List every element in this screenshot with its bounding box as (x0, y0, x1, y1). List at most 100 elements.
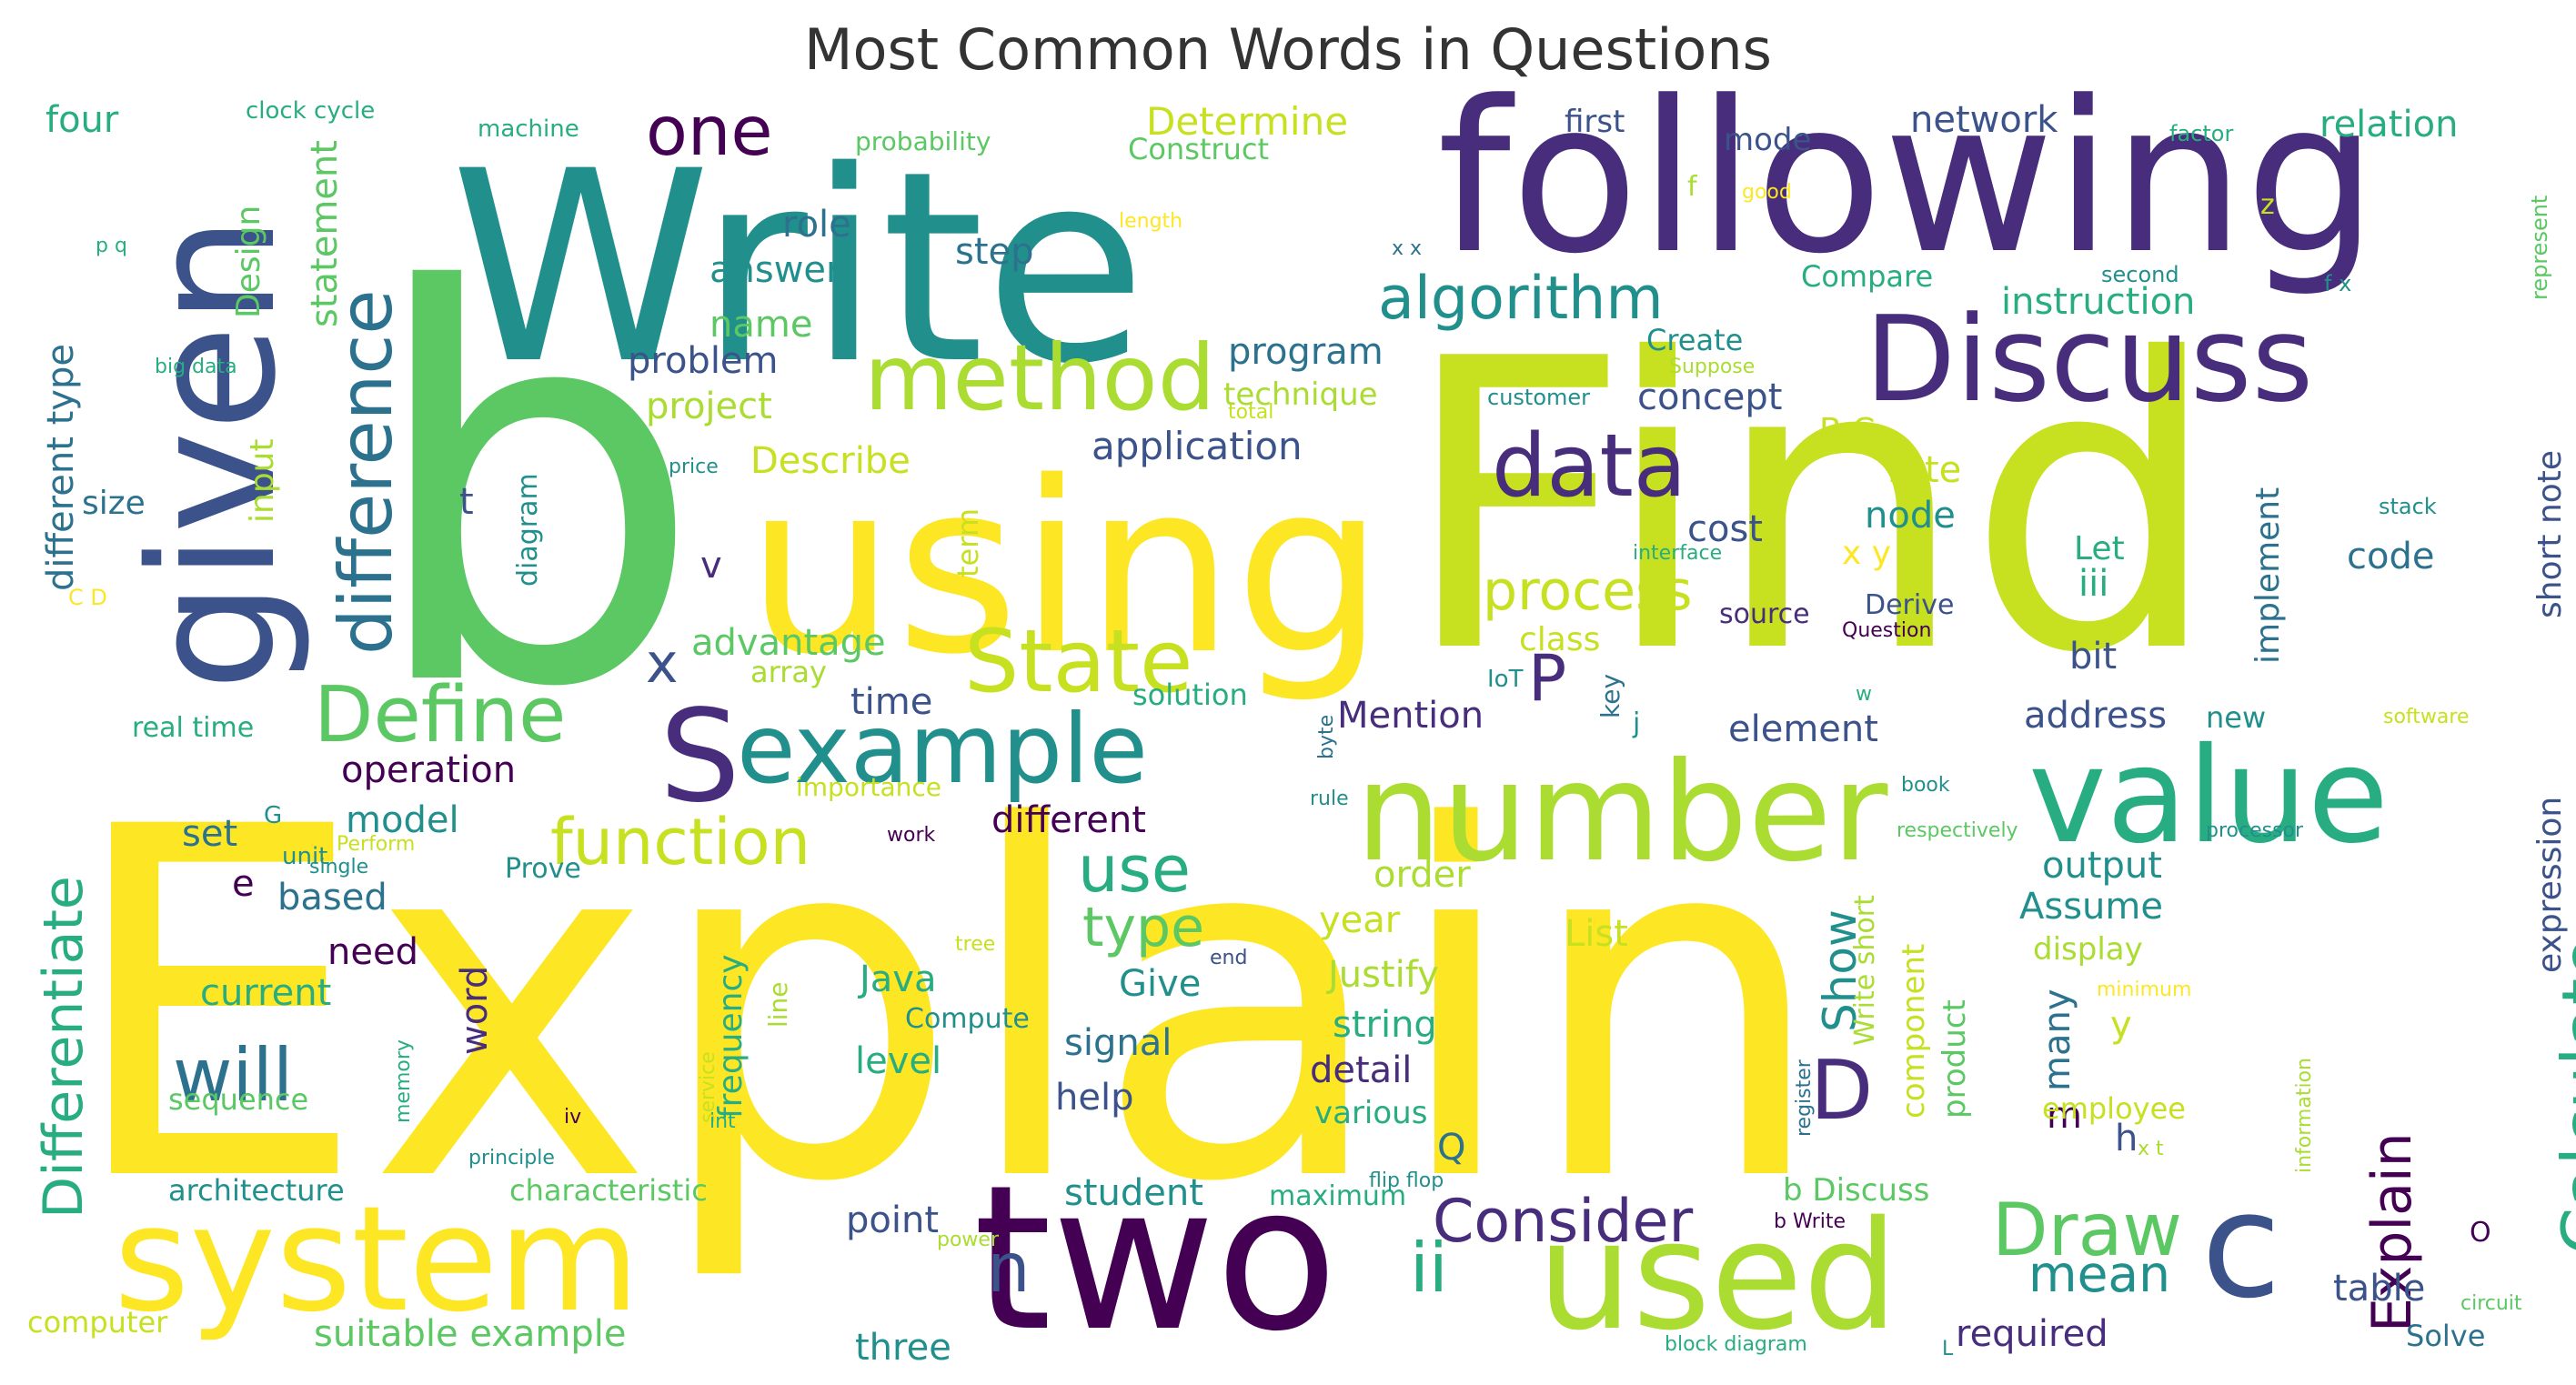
word-using-3: using (746, 432, 1384, 707)
word-explain-1: Explain (64, 726, 1828, 1287)
word-component-139: component (1896, 944, 1932, 1119)
word-register-186: register (1793, 1059, 1816, 1137)
word-employee-138: employee (2042, 1091, 2186, 1126)
word-draw-25: Draw (1992, 1188, 2182, 1272)
word-create-116: Create (1646, 323, 1743, 357)
word-w-198: w (1856, 683, 1872, 706)
word-give-83: Give (1119, 963, 1201, 1005)
word-principle-188: principle (468, 1147, 555, 1169)
word-example-15: example (737, 694, 1148, 805)
word-computer-136: computer (27, 1305, 168, 1340)
word-memory-183: memory (392, 1039, 415, 1123)
word-network-47: network (1910, 99, 2058, 141)
word-relation-48: relation (2319, 104, 2458, 146)
word-c-d-156: C D (68, 585, 107, 610)
word-difference-18: difference (324, 289, 408, 655)
word-prove-130: Prove (505, 853, 581, 885)
word-class-119: class (1519, 621, 1600, 658)
word-power-189: power (937, 1229, 1000, 1251)
word-b-c-107: B C (1819, 412, 1875, 449)
word-advantage-44: advantage (691, 622, 886, 664)
word-list-84: List (1565, 913, 1628, 955)
word-method-16: method (864, 325, 1215, 431)
word-signal-72: signal (1064, 1022, 1172, 1064)
word-point-77: point (846, 1199, 939, 1241)
word-processor-175: processor (2206, 819, 2304, 842)
word-p-q-194: p q (96, 235, 127, 257)
word-j-150: j (1632, 708, 1640, 739)
word-n-31: n (987, 1228, 1031, 1308)
chart-title: Most Common Words in Questions (804, 16, 1772, 83)
word-level-87: level (855, 1040, 941, 1082)
word-detail-74: detail (1310, 1049, 1412, 1091)
word-answer-63: answer (709, 249, 841, 291)
word-book-173: book (1901, 774, 1950, 797)
word-year-85: year (1319, 899, 1401, 941)
word-machine-127: machine (478, 115, 579, 143)
word-display-137: display (2033, 931, 2143, 968)
word-string-71: string (1333, 1004, 1437, 1046)
word-expression-50: expression (2531, 797, 2569, 973)
word-function-24: function (550, 805, 810, 879)
word-three-76: three (855, 1327, 951, 1369)
word-single-177: single (309, 856, 368, 878)
word-step-91: step (955, 231, 1034, 273)
word-compute-145: Compute (905, 1003, 1030, 1035)
word-work-176: work (887, 824, 935, 847)
word-solution-123: solution (1132, 677, 1248, 712)
word-ii-32: ii (1410, 1228, 1448, 1308)
word-write-short-141: Write short (1849, 895, 1881, 1046)
word-f-154: f (1687, 171, 1698, 203)
word-b-discuss-142: b Discuss (1783, 1172, 1929, 1209)
word-z-155: z (2260, 189, 2275, 221)
word-derive-121: Derive (1865, 589, 1954, 621)
word-key-148: key (1595, 674, 1625, 718)
word-represent-162: represent (2527, 196, 2552, 300)
word-respectively-174: respectively (1897, 819, 2018, 842)
word-f-x-161: f x (2324, 271, 2351, 296)
word-role-90: role (782, 204, 851, 246)
word-application-41: application (1092, 424, 1303, 468)
word-code-79: code (2347, 536, 2434, 577)
word-customer-163: customer (1487, 385, 1590, 410)
word-importance-146: importance (796, 772, 941, 802)
word-mode-118: mode (1724, 122, 1811, 158)
word-solve-143: Solve (2406, 1319, 2485, 1353)
word-model-55: model (346, 799, 459, 841)
word-probability-128: probability (855, 126, 991, 156)
word-c-13: c (2201, 1160, 2281, 1330)
word-byte-171: byte (1315, 715, 1338, 759)
word-assume-68: Assume (2019, 886, 2163, 928)
word-will-21: will (173, 1033, 293, 1118)
word-s-14: S (659, 683, 740, 831)
word-project-61: project (646, 386, 772, 427)
word-array-122: array (750, 655, 827, 689)
word-discuss-11: Discuss (1865, 290, 2313, 428)
word-number-9: number (1355, 734, 1888, 892)
word-address-65: address (2024, 695, 2167, 737)
word-t-111: t (459, 481, 474, 523)
word-differentiate-33: Differentiate (32, 876, 96, 1219)
word-mean-37: mean (2028, 1245, 2170, 1303)
word-question-169: Question (1842, 619, 1931, 642)
word-need-99: need (327, 931, 418, 973)
word-term-124: term (951, 508, 985, 577)
word-new-144: new (2206, 700, 2266, 735)
word-short-note-51: short note (2531, 450, 2569, 618)
word-program-62: program (1228, 331, 1384, 373)
word-rule-172: rule (1310, 788, 1349, 810)
word-x-t-196: x t (2138, 1138, 2164, 1160)
word-set-97: set (182, 813, 237, 855)
word-suitable-example-59: suitable example (314, 1313, 627, 1355)
word-technique-113: technique (1223, 376, 1378, 413)
word-define-20: Define (314, 670, 566, 760)
word-int-185: int (709, 1110, 736, 1133)
word-given-6: given (113, 216, 314, 691)
word-consider-28: Consider (1433, 1188, 1694, 1256)
word-let-105: Let (2074, 530, 2125, 567)
word-circuit-192: circuit (2460, 1292, 2522, 1315)
word-block-diagram-191: block diagram (1665, 1333, 1807, 1356)
word-show-38: Show (1814, 909, 1867, 1032)
word-end-181: end (1210, 947, 1247, 969)
word-current-100: current (200, 972, 331, 1014)
